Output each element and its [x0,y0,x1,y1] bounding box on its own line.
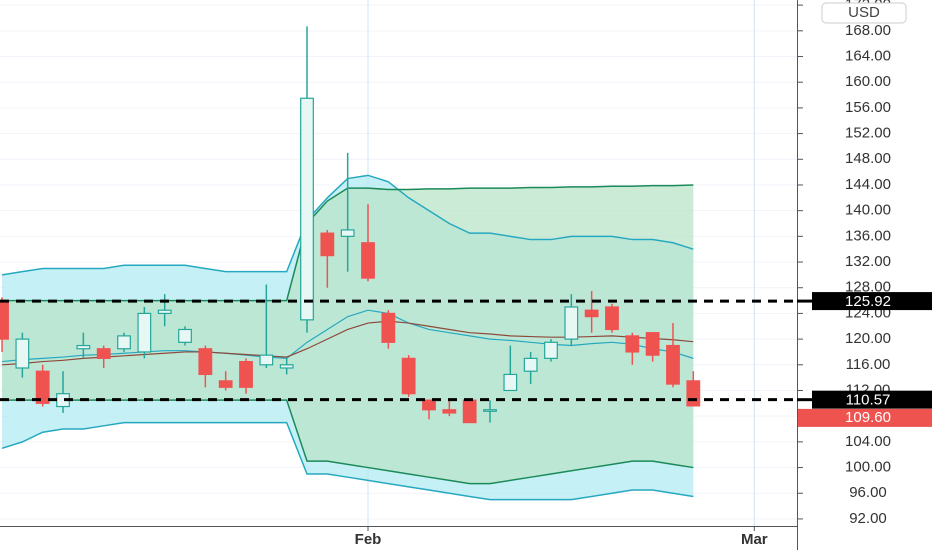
y-tick-label: 152.00 [845,125,891,142]
candle-body [645,332,660,356]
candle-body [15,338,30,369]
candle-body [259,354,274,366]
candle-body [442,409,457,414]
y-tick-label: 132.00 [845,253,891,270]
candle-body [483,409,497,412]
candle-body [503,373,518,392]
currency-box [821,2,907,24]
candle-body [462,399,477,424]
y-tick-label: 128.00 [845,279,891,296]
candle-body [564,306,579,340]
y-tick-label: 160.00 [845,73,891,90]
candle-body [584,309,599,318]
y-tick-label: 156.00 [845,99,891,116]
time-axis [0,526,797,550]
candle-body [96,348,111,359]
y-tick-label: 136.00 [845,227,891,244]
candle-body [35,370,50,404]
y-tick-label: 116.00 [846,356,891,373]
band-line [1,421,694,501]
candle-body [523,357,538,372]
candle-body [198,348,213,376]
candle-body [625,335,640,353]
y-tick-label: 140.00 [845,202,891,219]
price-axis [797,0,932,550]
candle-body [666,344,680,385]
candle-body [320,232,335,257]
price-line-label: 125.92 [845,293,891,310]
y-tick-label: 92.00 [849,510,887,527]
y-tick-label: 144.00 [845,176,891,193]
x-tick-label: Feb [355,531,382,548]
moving-average [1,309,694,363]
candle-body [422,399,436,411]
y-tick-label: 96.00 [849,484,887,501]
band-fill [2,184,694,484]
candle-body [76,344,91,350]
candle-body [300,97,314,321]
price-line-label-box [812,292,932,311]
price-line-label: 110.57 [846,392,891,409]
candle-body [117,335,131,350]
candle-body [157,309,172,315]
currency-label: USD [848,4,880,21]
candle-body [686,380,701,407]
candle-body [218,380,233,388]
candle-body [361,242,375,279]
candle-body [137,312,152,353]
candle-body [544,341,558,359]
candle-body [401,357,416,395]
candle-body [340,229,355,237]
last-price-label: 109.60 [845,409,891,426]
candle-body [0,299,9,340]
price-line-label-box [812,390,932,409]
y-tick-label: 164.00 [845,47,891,64]
y-tick-label: 104.00 [845,433,891,450]
candle-body [381,312,396,343]
y-tick-label: 168.00 [845,22,891,39]
candle-body [279,364,294,369]
y-tick-label: 148.00 [845,150,891,167]
y-tick-label: 120.00 [845,330,891,347]
candle-body [605,306,619,331]
candle-body [178,328,192,343]
x-tick-label: Mar [741,531,768,548]
candle-body [239,360,253,388]
last-price-box [798,408,932,427]
y-tick-label: 100.00 [845,459,891,476]
